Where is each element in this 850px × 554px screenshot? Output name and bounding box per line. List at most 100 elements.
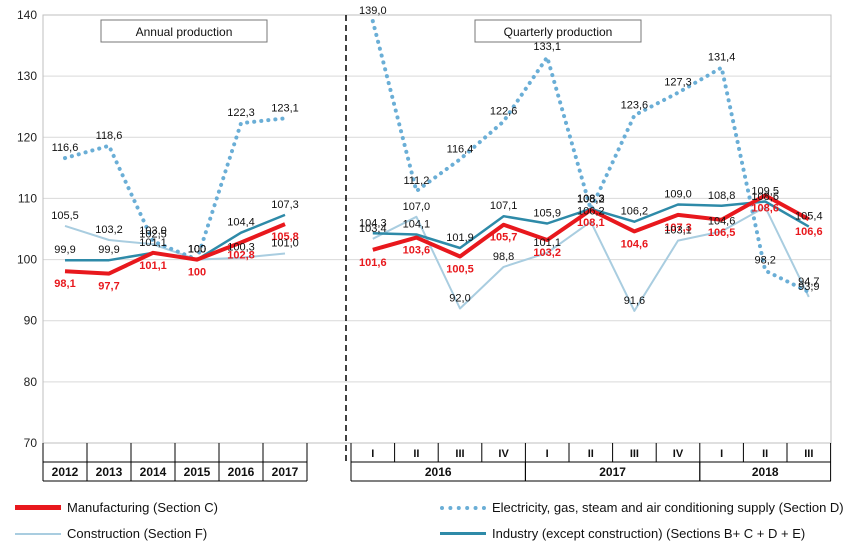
- x-tick-quarter: I: [546, 448, 549, 460]
- data-label-annual-electricity: 123,1: [271, 102, 299, 114]
- data-label-annual-electricity: 118,6: [96, 130, 123, 142]
- x-tick-quarter: I: [720, 448, 723, 460]
- data-label-quarterly-construction: 108,6: [751, 191, 779, 203]
- data-label-quarterly-electricity: 123,6: [621, 99, 649, 111]
- y-tick-label: 130: [17, 69, 37, 83]
- y-tick-label: 100: [17, 253, 37, 267]
- legend-item-construction: Construction (Section F): [15, 526, 207, 541]
- data-label-annual-industry: 101,1: [139, 237, 167, 249]
- x-tick-year: 2013: [96, 465, 123, 479]
- x-tick-quarter: III: [630, 448, 639, 460]
- legend-swatch-electricity: [440, 505, 486, 510]
- data-label-annual-manufacturing: 98,1: [54, 278, 75, 290]
- data-label-quarterly-industry: 104,3: [359, 217, 387, 229]
- data-label-annual-manufacturing: 102,8: [227, 249, 255, 261]
- legend-swatch-industry: [440, 532, 486, 535]
- series-line-quarterly-construction: [372, 206, 810, 312]
- data-label-quarterly-electricity: 133,1: [533, 41, 561, 53]
- data-label-quarterly-electricity: 127,3: [664, 77, 692, 89]
- y-tick-label: 120: [17, 130, 37, 144]
- y-tick-label: 110: [18, 191, 37, 205]
- x-tick-quarter: I: [371, 448, 374, 460]
- legend-label-construction: Construction (Section F): [67, 526, 208, 541]
- data-label-annual-industry: 99,9: [54, 244, 75, 256]
- data-label-quarterly-construction: 103,1: [664, 225, 692, 237]
- legend-swatch-construction: [15, 532, 61, 535]
- data-label-quarterly-construction: 101,1: [533, 237, 561, 249]
- data-label-quarterly-manufacturing: 101,6: [359, 257, 387, 269]
- data-label-quarterly-industry: 109,0: [664, 189, 692, 201]
- legend-label-electricity: Electricity, gas, steam and air conditio…: [492, 500, 844, 515]
- x-tick-year-group: 2016: [425, 465, 452, 479]
- data-label-quarterly-industry: 108,3: [577, 193, 605, 205]
- x-tick-quarter: III: [804, 448, 813, 460]
- data-label-annual-electricity: 122,3: [227, 107, 255, 119]
- data-label-quarterly-industry: 108,8: [708, 190, 736, 202]
- x-tick-quarter: III: [455, 448, 464, 460]
- data-label-quarterly-manufacturing: 107,3: [664, 222, 692, 234]
- x-tick-year-group: 2017: [599, 465, 626, 479]
- y-tick-label: 80: [24, 375, 38, 389]
- data-label-quarterly-industry: 106,2: [621, 206, 649, 218]
- plot-frame: [42, 14, 832, 444]
- legend-item-manufacturing: Manufacturing (Section C): [15, 500, 218, 515]
- data-label-quarterly-manufacturing: 108,6: [751, 202, 779, 214]
- annual-title-box: [100, 19, 268, 43]
- legend-item-electricity: Electricity, gas, steam and air conditio…: [440, 500, 844, 515]
- series-line-annual-manufacturing: [64, 222, 286, 276]
- x-tick-year: 2015: [184, 465, 211, 479]
- legend-item-industry: Industry (except construction) (Sections…: [440, 526, 805, 541]
- data-label-quarterly-industry: 105,4: [795, 211, 823, 223]
- y-tick-label: 140: [17, 8, 37, 22]
- data-label-quarterly-industry: 107,1: [490, 200, 518, 212]
- quarterly-title-box: [474, 19, 642, 43]
- data-label-quarterly-industry: 105,9: [533, 207, 561, 219]
- data-label-quarterly-construction: 103,4: [359, 223, 387, 235]
- data-label-quarterly-construction: 104,6: [708, 215, 736, 227]
- data-label-annual-industry: 100: [188, 244, 206, 256]
- y-tick-label: 90: [24, 314, 38, 328]
- axes: 70 80 90 100 110 120 130 140 2012 2013 2014 2015 201…: [17, 8, 832, 482]
- x-tick-quarter: II: [588, 448, 594, 460]
- data-label-quarterly-electricity: 111,2: [403, 175, 429, 187]
- x-tick-quarter: II: [762, 448, 768, 460]
- data-label-annual-construction: 100: [188, 244, 206, 256]
- x-tick-year-group: 2018: [752, 465, 779, 479]
- legend-swatch-manufacturing: [15, 505, 61, 510]
- x-tick-year: 2012: [52, 465, 79, 479]
- quarterly-title: Quarterly production: [504, 25, 613, 39]
- data-label-annual-industry: 104,4: [227, 217, 255, 229]
- data-label-annual-construction: 100,3: [227, 242, 255, 254]
- panel-titles: Annual production Quarterly production: [100, 19, 642, 43]
- y-tick-label: 70: [24, 436, 38, 450]
- data-labels: 98,1 97,7 101,1 100 102,8 105,8 101,6 103,6 100,…: [51, 5, 822, 307]
- data-label-quarterly-electricity: 116,4: [447, 143, 474, 155]
- data-label-annual-construction: 102,5: [139, 228, 167, 240]
- x-tick-quarter: IV: [498, 448, 509, 460]
- data-label-quarterly-manufacturing: 105,7: [490, 232, 518, 244]
- data-label-quarterly-manufacturing: 106,5: [708, 227, 736, 239]
- x-tick-year: 2014: [140, 465, 167, 479]
- data-label-quarterly-electricity: 139,0: [359, 5, 387, 17]
- data-label-quarterly-construction: 91,6: [624, 295, 645, 307]
- legend: Manufacturing (Section C) Electricity, g…: [0, 494, 850, 554]
- data-label-annual-manufacturing: 97,7: [98, 281, 119, 293]
- data-label-annual-industry: 99,9: [98, 244, 119, 256]
- data-label-annual-construction: 101,0: [271, 237, 299, 249]
- data-label-quarterly-electricity: 131,4: [708, 52, 736, 64]
- series-lines: [63, 19, 811, 312]
- data-label-quarterly-manufacturing: 104,6: [621, 238, 649, 250]
- data-label-annual-construction: 103,2: [95, 224, 123, 236]
- series-line-quarterly-electricity: [370, 19, 811, 294]
- data-label-quarterly-industry: 104,1: [403, 219, 431, 231]
- data-label-quarterly-industry: 101,9: [446, 232, 474, 244]
- data-label-annual-manufacturing: 100: [188, 267, 206, 279]
- data-label-quarterly-construction: 107,0: [403, 201, 431, 213]
- data-label-quarterly-manufacturing: 100,5: [446, 264, 474, 276]
- annual-title: Annual production: [136, 25, 233, 39]
- x-tick-year: 2016: [228, 465, 255, 479]
- data-label-quarterly-construction: 98,8: [493, 251, 514, 263]
- data-label-quarterly-manufacturing: 108,1: [577, 217, 605, 229]
- data-label-quarterly-manufacturing: 106,6: [795, 226, 823, 238]
